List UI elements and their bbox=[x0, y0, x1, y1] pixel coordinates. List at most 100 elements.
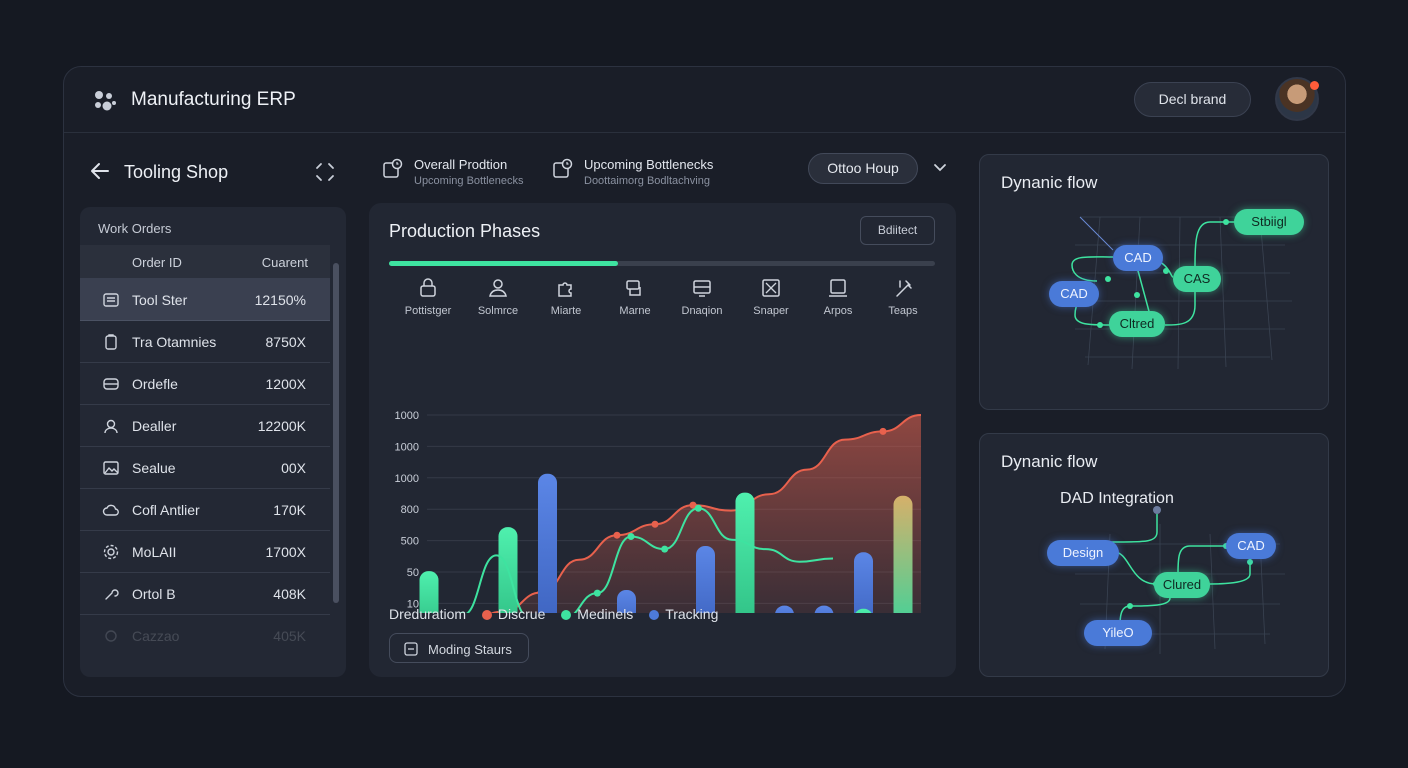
point-medinels bbox=[627, 533, 635, 541]
metric-subtitle: Doottaimorg Bodltachving bbox=[584, 175, 710, 187]
app-window: Manufacturing ERP Decl brand Tooling Sho… bbox=[63, 66, 1346, 697]
flow-title: Dynanic flow bbox=[1001, 452, 1098, 471]
app-header: Manufacturing ERP Decl brand bbox=[64, 67, 1345, 133]
clock-icon bbox=[553, 158, 573, 178]
metric-overall-production[interactable]: Overall Prodtion Upcoming Bottlenecks bbox=[382, 155, 542, 195]
area-fill bbox=[493, 415, 921, 613]
expand-icon[interactable] bbox=[314, 161, 336, 183]
scanner-icon bbox=[626, 280, 641, 296]
phase-item[interactable]: Dnaqion bbox=[668, 277, 736, 317]
scrollbar[interactable] bbox=[333, 263, 339, 603]
moving-status-button[interactable]: Moding Staurs bbox=[389, 633, 529, 663]
bar-tracking bbox=[814, 605, 834, 613]
legend-item[interactable]: Medinels bbox=[561, 606, 633, 622]
work-orders-title: Work Orders bbox=[98, 221, 172, 236]
status-icon bbox=[404, 642, 418, 656]
flow-title: Dynanic flow bbox=[1001, 173, 1098, 192]
sidebar-header: Tooling Shop bbox=[88, 159, 338, 189]
row-name: MoLAII bbox=[132, 544, 177, 560]
table-row[interactable]: Ortol B 408K bbox=[80, 573, 330, 615]
table-row[interactable]: Cofl Antlier 170K bbox=[80, 489, 330, 531]
list-icon bbox=[103, 293, 119, 307]
metric-subtitle: Upcoming Bottlenecks bbox=[414, 175, 524, 187]
legend-swatch bbox=[561, 610, 572, 620]
row-value: 1200X bbox=[265, 376, 306, 392]
phase-item[interactable]: Teaps bbox=[869, 277, 937, 317]
point-medinels bbox=[593, 589, 601, 597]
point-discrue bbox=[613, 531, 621, 539]
flow-node[interactable]: CAD bbox=[1049, 281, 1099, 307]
point-medinels bbox=[694, 504, 702, 512]
phase-item[interactable]: Marne bbox=[601, 277, 669, 317]
phase-list: Pottistger Solmrce Miarte Marne Dnaqion … bbox=[389, 277, 935, 323]
flow-node[interactable]: Cltred bbox=[1109, 311, 1165, 337]
flow-node[interactable]: Clured bbox=[1154, 572, 1210, 598]
table-row[interactable]: Tool Ster 12150% bbox=[80, 279, 330, 321]
phase-item[interactable]: Miarte bbox=[532, 277, 600, 317]
row-name: Sealue bbox=[132, 460, 176, 476]
legend-item[interactable]: Discrue bbox=[481, 606, 545, 622]
flow-node[interactable]: CAD bbox=[1226, 533, 1276, 559]
production-action-button[interactable]: Bdiitect bbox=[860, 216, 935, 245]
row-name: Tool Ster bbox=[132, 292, 188, 308]
legend-swatch bbox=[649, 610, 660, 620]
point-discrue bbox=[879, 427, 887, 435]
table-row[interactable]: MoLAII 1700X bbox=[80, 531, 330, 573]
bar-tracking bbox=[854, 552, 873, 613]
column-order-id[interactable]: Order ID bbox=[132, 255, 182, 270]
row-value: 12150% bbox=[254, 292, 306, 308]
table-row[interactable]: Ordefle 1200X bbox=[80, 363, 330, 405]
progress-fill bbox=[389, 261, 619, 266]
tray-icon bbox=[103, 378, 119, 390]
legend-item[interactable]: Tracking bbox=[649, 606, 718, 622]
progress-bar bbox=[389, 261, 935, 266]
row-name: Ordefle bbox=[132, 376, 178, 392]
phase-item[interactable]: Snaper bbox=[737, 277, 805, 317]
worker-icon bbox=[489, 279, 507, 297]
row-value: 12200K bbox=[257, 418, 306, 434]
flow-node[interactable]: CAS bbox=[1173, 266, 1221, 292]
table-row[interactable]: Tra Otamnies 8750X bbox=[80, 321, 330, 363]
flow-node[interactable]: YileO bbox=[1084, 620, 1152, 646]
flow-subtitle: DAD Integration bbox=[1060, 490, 1174, 507]
phase-label: Arpos bbox=[823, 305, 853, 317]
flow-node[interactable]: Stbiigl bbox=[1234, 209, 1304, 235]
brand-button[interactable]: Decl brand bbox=[1134, 82, 1251, 117]
y-tick-label: 1000 bbox=[395, 441, 419, 453]
row-name: Dealler bbox=[132, 418, 177, 434]
group-select[interactable]: Ottoo Houp bbox=[808, 153, 918, 184]
back-arrow-icon[interactable] bbox=[88, 159, 112, 183]
shop-title: Tooling Shop bbox=[124, 162, 229, 182]
metric-upcoming-bottlenecks[interactable]: Upcoming Bottlenecks Doottaimorg Bodltac… bbox=[552, 155, 732, 195]
table-header: Order ID Cuarent bbox=[80, 245, 330, 279]
row-name: Cofl Antlier bbox=[132, 502, 200, 518]
image-icon bbox=[103, 461, 119, 475]
flow-node[interactable]: CAD bbox=[1113, 245, 1163, 271]
gear-icon bbox=[103, 544, 119, 560]
work-orders-panel: Work Orders Order ID Cuarent Tool Ster 1… bbox=[80, 207, 346, 677]
phase-label: Pottistger bbox=[404, 305, 452, 317]
phase-item[interactable]: Arpos bbox=[804, 277, 872, 317]
table-row[interactable]: Sealue 00X bbox=[80, 447, 330, 489]
table-row[interactable]: Cazzao 405K bbox=[80, 615, 330, 657]
table-row[interactable]: Dealler 12200K bbox=[80, 405, 330, 447]
dad-integration-panel: Dynanic flow DAD Integration Design CAD … bbox=[979, 433, 1329, 677]
phase-item[interactable]: Pottistger bbox=[394, 277, 462, 317]
monitor-icon bbox=[829, 279, 847, 297]
bar-medinels bbox=[855, 608, 872, 613]
column-current[interactable]: Cuarent bbox=[261, 255, 308, 270]
cloud-icon bbox=[102, 504, 119, 516]
logo-icon bbox=[95, 91, 116, 111]
production-title: Production Phases bbox=[389, 221, 541, 241]
tools-icon bbox=[896, 280, 912, 297]
y-tick-label: 1000 bbox=[395, 410, 419, 422]
row-value: 1700X bbox=[265, 544, 306, 560]
chevron-down-icon[interactable] bbox=[930, 157, 950, 177]
phase-item[interactable]: Solmrce bbox=[464, 277, 532, 317]
row-value: 00X bbox=[281, 460, 306, 476]
y-tick-label: 1000 bbox=[395, 473, 419, 485]
bar-tracking bbox=[696, 545, 715, 613]
moving-status-label: Moding Staurs bbox=[428, 642, 512, 657]
point-discrue bbox=[689, 501, 697, 509]
flow-node[interactable]: Design bbox=[1047, 540, 1119, 566]
